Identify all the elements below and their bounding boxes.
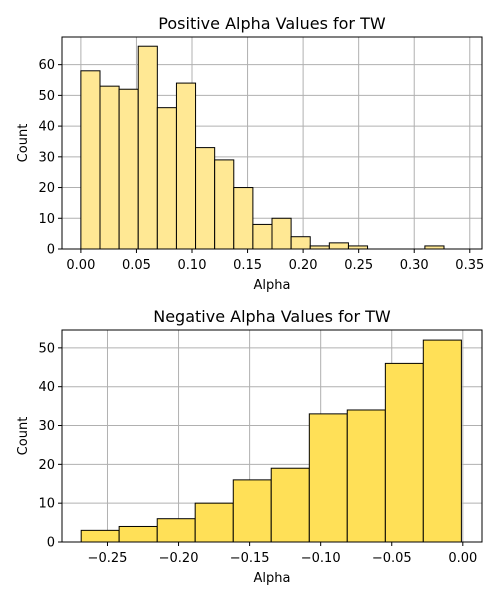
- x-axis-label: Alpha: [254, 278, 291, 293]
- y-tick-label: 10: [38, 497, 55, 512]
- y-tick-labels: 0 10 20 30 40 50: [38, 341, 62, 551]
- x-tick-label: 0.10: [178, 258, 207, 273]
- x-tick-label: 0.35: [455, 258, 484, 273]
- histogram-bar: [214, 159, 235, 250]
- y-tick-label: 40: [38, 120, 55, 135]
- y-tick-label: 50: [38, 89, 55, 104]
- y-tick-label: 0: [47, 243, 55, 258]
- histogram-bar: [233, 187, 254, 250]
- histogram-bar: [422, 339, 462, 543]
- x-axis-label: Alpha: [254, 571, 291, 586]
- chart-title: Negative Alpha Values for TW: [153, 307, 391, 326]
- x-tick-label: −0.10: [301, 551, 341, 566]
- histogram-bar: [194, 502, 234, 543]
- histogram-bar: [328, 242, 349, 250]
- histogram-bar: [80, 70, 101, 250]
- histogram-bar: [195, 147, 216, 250]
- x-tick-label: −0.25: [88, 551, 128, 566]
- x-tick-label: 0.25: [344, 258, 373, 273]
- x-tick-label: −0.20: [159, 551, 199, 566]
- x-tick-label: 0.30: [400, 258, 429, 273]
- y-tick-label: 30: [38, 419, 55, 434]
- histogram-bars: [80, 339, 462, 543]
- y-tick-label: 50: [38, 341, 55, 356]
- x-tick-label: −0.15: [230, 551, 270, 566]
- histogram-bar: [156, 518, 196, 543]
- histogram-bar: [80, 529, 120, 543]
- x-tick-label: 0.20: [289, 258, 318, 273]
- x-tick-labels: −0.25 −0.20 −0.15 −0.10 −0.05 0.00: [88, 542, 477, 566]
- y-tick-label: 30: [38, 150, 55, 165]
- histogram-bar: [308, 413, 348, 543]
- x-tick-label: −0.05: [372, 551, 412, 566]
- y-axis-label: Count: [16, 124, 31, 163]
- histogram-bars: [80, 45, 445, 250]
- negative-alpha-histogram: −0.25 −0.20 −0.15 −0.10 −0.05 0.00 0 10 20 30 40 5…: [16, 307, 483, 586]
- y-tick-label: 20: [38, 458, 55, 473]
- x-tick-label: 0.15: [233, 258, 262, 273]
- y-tick-label: 60: [38, 58, 55, 73]
- histogram-bar: [99, 85, 120, 250]
- y-tick-label: 0: [47, 536, 55, 551]
- x-tick-labels: 0.00 0.05 0.10 0.15 0.20 0.25 0.30 0.35: [66, 249, 484, 273]
- histogram-bar: [290, 236, 311, 250]
- positive-alpha-histogram: 0.00 0.05 0.10 0.15 0.20 0.25 0.30 0.35 0 10 20 30…: [16, 14, 484, 293]
- histogram-bar: [252, 223, 273, 250]
- histogram-bar: [137, 45, 158, 250]
- histogram-bar: [270, 467, 310, 543]
- y-tick-label: 10: [38, 212, 55, 227]
- x-tick-label: 0.05: [122, 258, 151, 273]
- histogram-bar: [384, 362, 424, 543]
- histogram-bar: [271, 217, 292, 250]
- x-tick-label: 0.00: [66, 258, 95, 273]
- histogram-bar: [175, 82, 197, 250]
- histogram-bar: [346, 409, 386, 543]
- histogram-bar: [156, 107, 177, 250]
- y-tick-label: 40: [38, 380, 55, 395]
- histogram-bar: [118, 525, 158, 543]
- histogram-bar: [118, 88, 139, 250]
- plot-frame: [61, 36, 483, 250]
- y-axis-label: Count: [16, 417, 31, 456]
- plot-frame: [61, 329, 483, 543]
- y-tick-label: 20: [38, 181, 55, 196]
- histogram-bar: [232, 479, 272, 543]
- y-tick-labels: 0 10 20 30 40 50 60: [38, 58, 62, 258]
- x-tick-label: 0.00: [448, 551, 477, 566]
- chart-title: Positive Alpha Values for TW: [158, 14, 386, 33]
